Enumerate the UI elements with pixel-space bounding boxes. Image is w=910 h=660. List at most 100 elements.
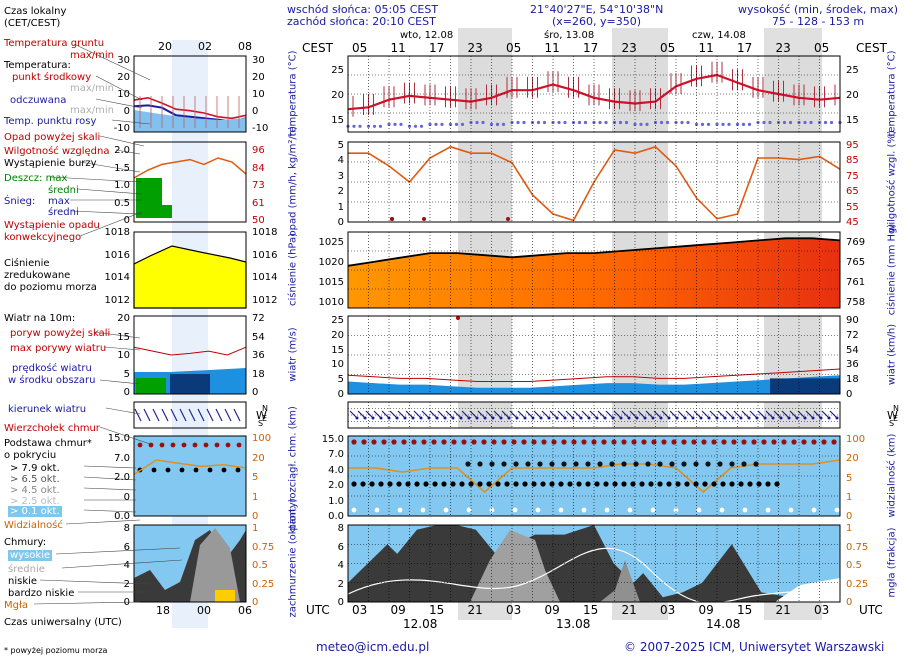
dew-point-dot (372, 124, 377, 128)
wind-arrow-head (747, 416, 751, 420)
temp-tick-right: 25 (846, 65, 859, 76)
wind-kmh-tick: 36 (846, 359, 859, 371)
night-band (458, 402, 512, 428)
legend-connector (83, 509, 137, 513)
cloud-base-dot (522, 481, 528, 487)
mini-wind-tick-right: 72 (252, 313, 265, 324)
wind-arrow (565, 410, 574, 419)
copyright: © 2007-2025 ICM, Uniwersytet Warszawski (624, 640, 885, 654)
mini-precip-tick: 0.5 (114, 197, 130, 209)
cloud-low-dot (397, 507, 403, 513)
legend-precip-occ1: Wystąpienie opadu (4, 220, 100, 231)
cloud-base-dot-high (477, 461, 483, 467)
mini-wind-arrow (170, 408, 178, 422)
dew-point-dot (475, 120, 479, 125)
cloud-base-dot (441, 481, 447, 487)
wind-arrow-head (563, 416, 567, 420)
axis-label-11: mgła (frakcja) (886, 527, 898, 598)
cloud-base-dot-high (609, 461, 615, 467)
wind-arrow (605, 410, 614, 419)
mini-wind-arrow (206, 408, 214, 422)
dew-point-dot (686, 120, 690, 125)
wind-arrow (437, 410, 446, 419)
cloud-base-dot-high (717, 461, 723, 467)
wind-dir-s-right: S (889, 419, 895, 428)
wind-dir-w-right: W (887, 409, 898, 422)
wind-arrow (365, 410, 374, 419)
mini-wind-arrow (161, 408, 169, 422)
wind-arrow (749, 410, 758, 419)
dew-point-dot (454, 122, 459, 126)
cloud-base-dot-high (729, 461, 735, 467)
mini-cloud-base-dot (221, 467, 227, 473)
cloud-low-dot (443, 507, 449, 513)
dew-point-dot (700, 122, 705, 126)
top-hour-3: 23 (467, 41, 483, 55)
cloud-cover-mid (470, 530, 560, 602)
bottom-hour-4: 03 (506, 603, 522, 617)
wind-arrow-head (723, 416, 727, 420)
mini-cloud-base-dot (207, 467, 213, 473)
cloud-base-dot-high (501, 461, 507, 467)
wind-arrow (757, 410, 766, 419)
cloud-top-dot (491, 439, 497, 445)
wind-arrow (493, 410, 502, 419)
dew-point-dot (639, 122, 643, 126)
wind-tick: 20 (331, 329, 344, 341)
cloud-low-dot (834, 507, 840, 513)
cloud-top-dot (621, 439, 627, 445)
cloud-top-dot (721, 439, 727, 445)
bottom-hour-2: 15 (429, 603, 445, 617)
cloud-top-dot (751, 439, 757, 445)
dew-point-dot (495, 122, 500, 126)
coords: 21°40'27"E, 54°10'38"N (530, 3, 664, 16)
mini-pressure-tick-right: 1016 (252, 249, 278, 261)
top-hour-1: 11 (390, 41, 406, 55)
bottom-hour-5: 09 (544, 603, 560, 617)
wind-arrow-head (531, 416, 535, 420)
precip-tick: 5 (337, 140, 344, 151)
cloud-base-dot (495, 481, 501, 487)
mini-cover-tick: 0 (123, 597, 130, 608)
mini-humid-tick: 50 (252, 215, 265, 226)
legend-connector (103, 346, 141, 351)
cloud-top-dot (531, 439, 537, 445)
footnote: * powyżej poziomu morza (4, 646, 108, 655)
email-link[interactable]: meteo@icm.edu.pl (316, 640, 430, 654)
wind-arrow (637, 410, 646, 419)
legend-okt-3: > 2.5 okt. (10, 496, 60, 507)
humid-tick: 45 (846, 217, 859, 228)
legend-snow: Śnieg: (4, 196, 36, 207)
axis-label-6: wiatr (m/s) (287, 327, 299, 382)
dew-point-dot (583, 120, 588, 125)
wind-dir-n-right: N (893, 404, 899, 413)
fog-tick: 1 (846, 523, 853, 534)
dew-point-dot (366, 124, 371, 128)
mini-cloud-base-dot (165, 467, 171, 473)
wind-arrow (661, 410, 670, 419)
legend-connector (95, 75, 143, 101)
mini-wind-tick: 10 (117, 350, 130, 361)
wind-arrow-head (475, 416, 479, 420)
legend-connector (79, 211, 143, 237)
wind-arrow-head (787, 416, 791, 420)
wind-arrow-head (539, 416, 543, 420)
wind-arrow-head (803, 416, 807, 420)
wind-arrow (789, 410, 798, 419)
cloud-tick: 1.0 (328, 495, 344, 507)
sunset: zachód słońca: 20:10 CEST (287, 15, 436, 28)
cloud-base-dot (531, 481, 537, 487)
cloud-base-dot (630, 481, 636, 487)
night-band-top (458, 28, 512, 56)
wind-arrow-head (515, 416, 519, 420)
top-hour-11: 23 (775, 41, 791, 55)
wind-arrow-head (379, 416, 383, 420)
cover-tick: 0 (337, 597, 344, 608)
cloud-low-dot (604, 507, 610, 513)
cloud-top-dot (391, 439, 397, 445)
wind-arrow-head (355, 416, 359, 420)
cloud-tick: 15.0 (321, 434, 344, 445)
tz-left: CEST (302, 41, 333, 55)
mini-panel-frame (133, 231, 247, 309)
mini-cloud-base-dot (151, 467, 157, 473)
